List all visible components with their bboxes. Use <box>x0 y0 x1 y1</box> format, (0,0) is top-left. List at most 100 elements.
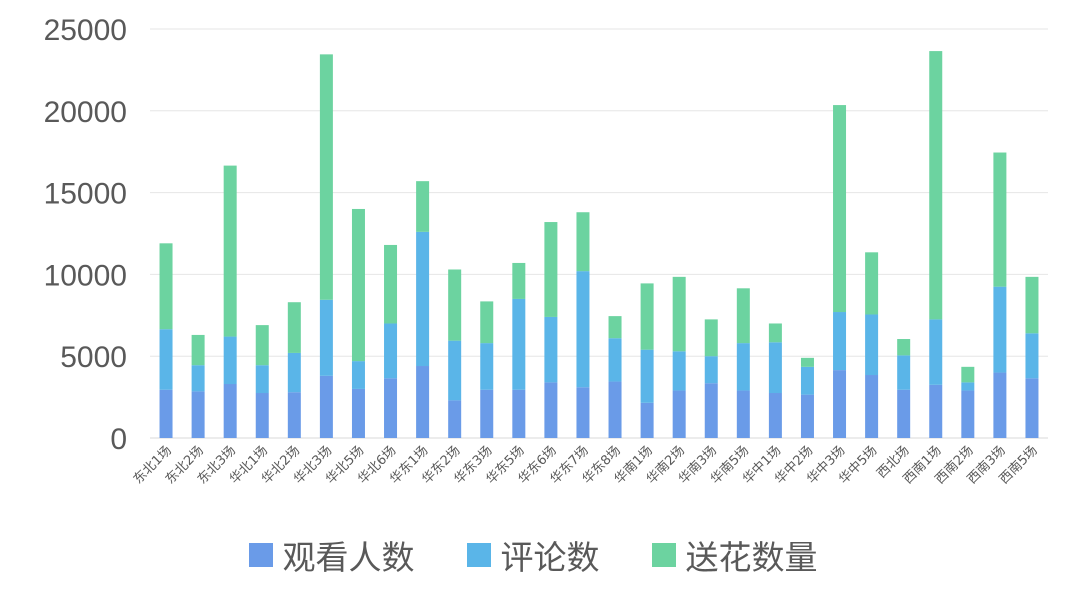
bar-segment-flowers <box>608 316 622 339</box>
bar-segment-flowers <box>544 222 558 317</box>
legend-item-viewers: 观看人数 <box>248 531 415 579</box>
bar-segment-flowers <box>768 323 782 343</box>
y-tick-label: 25000 <box>44 14 127 47</box>
bar-segment-comments <box>576 271 590 388</box>
stacked-bar-chart: 0 5000 10000 15000 20000 25000 东北1场东北2场东北3场华北… <box>44 14 1048 488</box>
bar-segment-comments <box>512 298 526 390</box>
bar-segment-viewers <box>800 394 814 438</box>
bar-segment-comments <box>833 312 847 371</box>
bar-segment-comments <box>608 338 622 382</box>
bar-segment-comments <box>865 314 879 376</box>
bar-segment-viewers <box>993 372 1007 438</box>
bar-segment-flowers <box>351 208 365 362</box>
bar-segment-flowers <box>865 252 879 315</box>
bar-segment-comments <box>897 355 911 390</box>
bar-segment-flowers <box>993 152 1007 287</box>
bar-segment-viewers <box>929 384 943 438</box>
bar-segment-viewers <box>159 389 173 438</box>
bar-segment-comments <box>287 352 301 393</box>
bar-segment-comments <box>191 365 205 392</box>
bar-segment-flowers <box>1025 276 1039 334</box>
bar-segment-flowers <box>191 334 205 366</box>
legend-swatch-viewers <box>248 543 273 567</box>
gridlines <box>150 28 1048 439</box>
y-axis-tick-labels: 0 5000 10000 15000 20000 25000 <box>44 14 127 456</box>
bar-segment-flowers <box>287 302 301 353</box>
bar-segment-comments <box>223 336 237 385</box>
bar-segment-viewers <box>480 389 494 438</box>
bar-segment-flowers <box>159 243 173 330</box>
bars <box>159 51 1039 438</box>
bar-segment-viewers <box>1025 378 1039 438</box>
bar-segment-viewers <box>608 381 622 438</box>
bar-segment-comments <box>351 361 365 389</box>
legend-label-viewers: 观看人数 <box>282 538 415 577</box>
bar-segment-viewers <box>833 370 847 438</box>
legend-label-comments: 评论数 <box>500 538 600 577</box>
y-tick-label: 0 <box>110 423 127 456</box>
bar-segment-viewers <box>512 389 526 438</box>
bar-segment-comments <box>255 365 269 394</box>
bar-segment-comments <box>319 299 333 376</box>
bar-segment-viewers <box>672 390 686 438</box>
legend-item-comments: 评论数 <box>466 531 600 579</box>
bar-segment-viewers <box>897 389 911 438</box>
y-tick-label: 5000 <box>60 341 127 374</box>
legend-swatch-flowers <box>651 543 676 567</box>
bar-segment-flowers <box>833 105 847 313</box>
bar-segment-comments <box>416 231 430 367</box>
legend-label-flowers: 送花数量 <box>685 538 818 577</box>
bar-segment-flowers <box>672 276 686 352</box>
bar-segment-flowers <box>255 325 269 366</box>
bar-segment-comments <box>1025 333 1039 379</box>
bar-segment-flowers <box>512 262 526 299</box>
bar-segment-viewers <box>287 392 301 438</box>
bar-segment-viewers <box>544 382 558 438</box>
y-tick-label: 15000 <box>44 178 127 211</box>
bar-segment-flowers <box>897 339 911 356</box>
x-axis-tick-labels: 东北1场东北2场东北3场华北1场华北2场华北3场华北5场华北6场华东1场华东2场… <box>131 443 1041 488</box>
bar-segment-comments <box>672 351 686 391</box>
bar-segment-viewers <box>384 378 398 438</box>
bar-segment-viewers <box>736 390 750 438</box>
bar-segment-flowers <box>736 288 750 344</box>
bar-segment-comments <box>159 329 173 390</box>
bar-segment-flowers <box>416 181 430 232</box>
bar-segment-flowers <box>576 212 590 272</box>
bar-segment-flowers <box>384 244 398 324</box>
bar-segment-viewers <box>319 375 333 438</box>
bar-segment-comments <box>640 349 654 403</box>
bar-segment-viewers <box>223 384 237 438</box>
bar-segment-comments <box>929 319 943 385</box>
legend-item-flowers: 送花数量 <box>651 531 818 579</box>
bar-segment-comments <box>448 340 462 401</box>
bar-segment-viewers <box>961 390 975 438</box>
y-tick-label: 20000 <box>44 96 127 129</box>
bar-segment-flowers <box>640 283 654 350</box>
bar-segment-comments <box>704 356 718 384</box>
bar-segment-flowers <box>704 319 718 357</box>
bar-segment-comments <box>480 343 494 390</box>
bar-segment-comments <box>384 323 398 379</box>
bar-segment-comments <box>544 316 558 383</box>
bar-segment-flowers <box>223 165 237 337</box>
bar-segment-comments <box>736 343 750 391</box>
bar-segment-comments <box>768 342 782 394</box>
bar-segment-flowers <box>448 269 462 341</box>
bar-segment-flowers <box>319 54 333 300</box>
bar-segment-flowers <box>929 51 943 320</box>
legend: 观看人数 评论数 送花数量 <box>0 530 1066 580</box>
bar-segment-comments <box>800 366 814 395</box>
legend-swatch-comments <box>466 543 491 567</box>
y-tick-label: 10000 <box>44 259 127 292</box>
bar-segment-viewers <box>351 388 365 438</box>
bar-segment-viewers <box>448 400 462 438</box>
bar-segment-viewers <box>704 383 718 438</box>
bar-segment-viewers <box>191 391 205 438</box>
bar-segment-flowers <box>800 357 814 367</box>
bar-segment-flowers <box>961 366 975 383</box>
bar-segment-viewers <box>255 393 269 438</box>
bar-segment-viewers <box>576 387 590 438</box>
bar-segment-viewers <box>416 366 430 438</box>
bar-segment-viewers <box>768 393 782 438</box>
